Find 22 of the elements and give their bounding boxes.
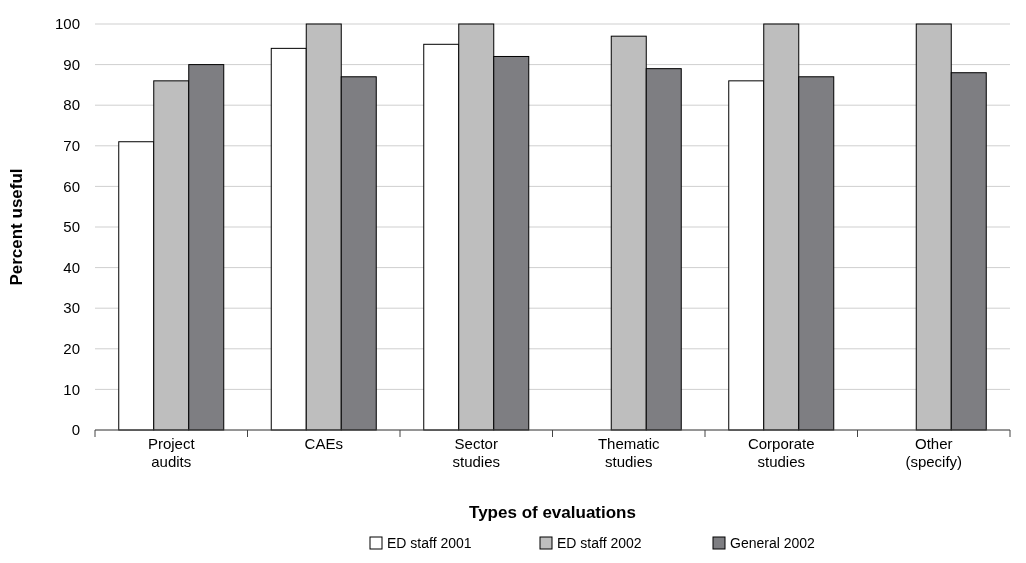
legend-label: ED staff 2002 (557, 535, 642, 551)
y-tick-label: 50 (63, 218, 80, 236)
x-tick-label: Other (specify) (905, 435, 963, 470)
y-tick-label: 30 (63, 299, 80, 317)
x-axis-title: Types of evaluations (469, 503, 636, 522)
x-tick-label: Project audits (147, 435, 196, 470)
y-tick-label: 20 (63, 340, 80, 358)
y-tick-label: 60 (63, 177, 80, 195)
x-tick-label: Thematic studies (597, 435, 661, 470)
y-tick-label: 70 (63, 137, 80, 155)
y-axis-title: Percent useful (7, 168, 26, 286)
legend-label: General 2002 (730, 535, 816, 551)
x-tick-label: Sector studies (452, 435, 501, 470)
y-tick-label: 100 (54, 15, 80, 33)
y-tick-label: 0 (71, 421, 80, 439)
y-tick-label: 40 (63, 258, 80, 276)
y-tick-label: 80 (63, 96, 80, 114)
legend-label: ED staff 2001 (387, 535, 472, 551)
x-tick-label: CAEs (304, 435, 343, 452)
y-tick-label: 90 (63, 55, 80, 73)
y-tick-label: 10 (63, 380, 80, 398)
x-tick-label: Corporate studies (747, 435, 815, 470)
